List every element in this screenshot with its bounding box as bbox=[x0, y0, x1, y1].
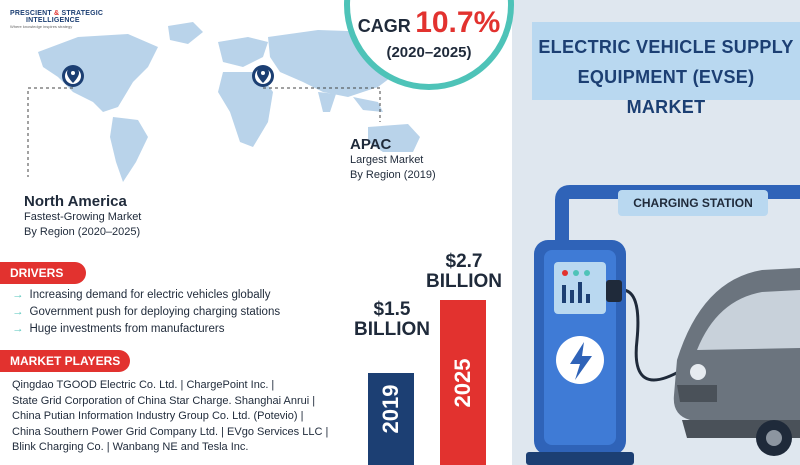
plug-holder bbox=[606, 280, 622, 302]
driver-item: → Increasing demand for electric vehicles… bbox=[12, 289, 271, 301]
north-america-name: North America bbox=[24, 193, 127, 210]
logo-word-2: STRATEGIC bbox=[61, 10, 104, 17]
market-players-line: China Southern Power Grid Company Ltd. |… bbox=[12, 425, 329, 438]
arrow-right-icon: → bbox=[12, 289, 24, 301]
bar-2025-year: 2025 bbox=[450, 358, 475, 408]
map-australia bbox=[368, 124, 420, 152]
map-north-america bbox=[38, 34, 158, 112]
apac-connector bbox=[263, 87, 381, 122]
charger-base bbox=[526, 452, 634, 465]
charging-cable bbox=[619, 288, 683, 382]
bar-2025 bbox=[440, 300, 486, 465]
lightning-bolt-icon bbox=[570, 342, 592, 380]
bar-2025-unit: BILLION bbox=[426, 271, 502, 292]
north-america-callout: North America Fastest-Growing Market By … bbox=[24, 193, 141, 240]
market-players-line: Qingdao TGOOD Electric Co. Ltd. | Charge… bbox=[12, 379, 275, 391]
title-box bbox=[532, 22, 800, 100]
market-players-heading: MARKET PLAYERS bbox=[0, 350, 130, 372]
arrow-right-icon: → bbox=[12, 306, 24, 318]
market-players-line: Blink Charging Co. | Wanbang NE and Tesl… bbox=[12, 441, 249, 453]
infographic-title: ELECTRIC VEHICLE SUPPLY EQUIPMENT (EVSE)… bbox=[538, 32, 794, 122]
bar-2019-unit: BILLION bbox=[354, 319, 430, 340]
bar-2019-amount: $1.5 bbox=[373, 299, 411, 320]
north-america-subtitle-2: By Region (2020–2025) bbox=[24, 226, 141, 238]
driver-item: → Government push for deploying charging … bbox=[12, 306, 281, 318]
apac-subtitle-2: By Region (2019) bbox=[350, 169, 436, 181]
north-america-connector bbox=[27, 87, 73, 177]
title-line-1: ELECTRIC VEHICLE SUPPLY bbox=[538, 37, 794, 57]
title-line-2: EQUIPMENT (EVSE) MARKET bbox=[577, 67, 755, 117]
bar-2025-amount: $2.7 bbox=[445, 251, 483, 272]
station-canopy bbox=[555, 185, 800, 290]
car-icon bbox=[673, 268, 800, 456]
logo-word-3: INTELLIGENCE bbox=[26, 17, 80, 24]
market-players-line: China Putian Information Industry Group … bbox=[12, 410, 304, 422]
map-greenland bbox=[168, 22, 203, 44]
driver-item: → Huge investments from manufacturers bbox=[12, 323, 225, 335]
map-europe bbox=[218, 37, 268, 67]
pin-icon-apac bbox=[252, 65, 274, 87]
charging-station-illustration bbox=[526, 185, 800, 465]
logo-ampersand: & bbox=[54, 10, 60, 17]
cagr-period: (2020–2025) bbox=[386, 44, 472, 61]
company-logo: PRESCIENT & STRATEGIC INTELLIGENCE Where… bbox=[10, 10, 103, 36]
cagr-value: 10.7% bbox=[415, 6, 501, 39]
map-africa bbox=[218, 72, 273, 147]
drivers-heading: DRIVERS bbox=[0, 262, 86, 284]
market-players-list: Qingdao TGOOD Electric Co. Ltd. | Charge… bbox=[12, 378, 357, 456]
bar-2025-label: $2.7 BILLION bbox=[422, 252, 506, 292]
bar-2019-year: 2019 bbox=[378, 384, 403, 434]
logo-tagline: Where knowledge inspires strategy bbox=[10, 24, 73, 29]
logo-word-1: PRESCIENT bbox=[10, 10, 52, 17]
bar-2019-label: $1.5 BILLION bbox=[352, 300, 432, 340]
apac-subtitle-1: Largest Market bbox=[350, 154, 424, 166]
map-south-america bbox=[110, 117, 148, 182]
north-america-subtitle-1: Fastest-Growing Market bbox=[24, 211, 142, 223]
pin-icon-north-america bbox=[62, 65, 84, 87]
cagr-label: CAGR bbox=[357, 16, 411, 36]
arrow-right-icon: → bbox=[12, 323, 24, 335]
map-india bbox=[318, 92, 336, 112]
apac-callout: APAC Largest Market By Region (2019) bbox=[350, 136, 436, 183]
apac-name: APAC bbox=[350, 136, 392, 153]
market-players-line: State Grid Corporation of China Star Cha… bbox=[12, 394, 316, 407]
bar-2019 bbox=[368, 373, 414, 465]
station-label-box bbox=[618, 190, 768, 216]
station-label: CHARGING STATION bbox=[633, 196, 753, 210]
map-southeast-asia bbox=[353, 97, 383, 112]
